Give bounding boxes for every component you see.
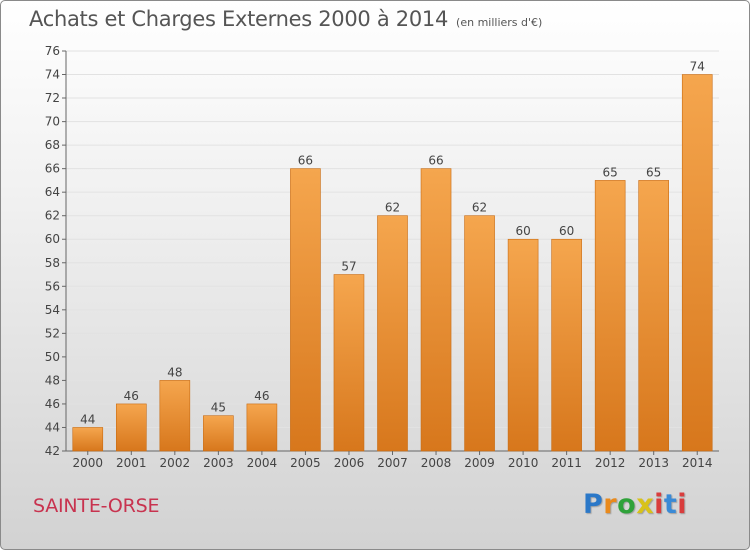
x-tick-label: 2011 xyxy=(551,456,582,470)
proxiti-logo: Proxiti xyxy=(583,489,688,520)
x-tick-label: 2013 xyxy=(638,456,669,470)
bar xyxy=(681,74,713,452)
x-tick-label: 2014 xyxy=(682,456,713,470)
bar xyxy=(159,380,191,452)
y-tick-label: 50 xyxy=(45,350,60,364)
y-tick-label: 52 xyxy=(45,326,60,340)
y-tick-label: 62 xyxy=(45,209,60,223)
bar xyxy=(638,180,670,452)
y-tick-label: 60 xyxy=(45,232,60,246)
data-label: 60 xyxy=(559,224,574,238)
y-tick-label: 64 xyxy=(45,185,60,199)
y-tick-label: 42 xyxy=(45,444,60,458)
data-label: 74 xyxy=(690,60,705,74)
y-tick-label: 72 xyxy=(45,91,60,105)
chart-title-text: Achats et Charges Externes 2000 à 2014 xyxy=(29,7,449,31)
x-tick-label: 2002 xyxy=(160,456,191,470)
x-tick-label: 2001 xyxy=(116,456,147,470)
y-tick-label: 54 xyxy=(45,303,60,317)
data-label: 60 xyxy=(515,224,530,238)
y-tick-label: 56 xyxy=(45,279,60,293)
x-tick-label: 2010 xyxy=(508,456,539,470)
data-label: 46 xyxy=(124,389,139,403)
data-label: 57 xyxy=(341,260,356,274)
bar xyxy=(246,403,278,452)
x-tick-label: 2003 xyxy=(203,456,234,470)
data-label: 62 xyxy=(385,201,400,215)
bars xyxy=(72,74,713,452)
bar xyxy=(594,180,626,452)
data-label: 65 xyxy=(646,165,661,179)
bar xyxy=(551,238,582,452)
data-label: 45 xyxy=(211,401,226,415)
y-tick-label: 76 xyxy=(45,44,60,58)
y-tick-label: 46 xyxy=(45,397,60,411)
x-tick-label: 2006 xyxy=(334,456,365,470)
data-label: 66 xyxy=(298,154,313,168)
data-label: 66 xyxy=(428,154,443,168)
bar xyxy=(420,168,452,452)
y-tick-label: 74 xyxy=(45,68,60,82)
bar xyxy=(333,274,365,452)
data-label: 44 xyxy=(80,412,95,426)
data-label: 46 xyxy=(254,389,269,403)
y-tick-label: 44 xyxy=(45,420,60,434)
bar xyxy=(116,403,147,452)
data-label: 62 xyxy=(472,201,487,215)
chart-title: Achats et Charges Externes 2000 à 2014 (e… xyxy=(29,7,542,31)
chart-unit: (en milliers d'€) xyxy=(456,16,543,29)
data-label: 48 xyxy=(167,365,182,379)
y-tick-label: 48 xyxy=(45,373,60,387)
bar xyxy=(203,415,234,452)
bar xyxy=(72,427,104,452)
x-tick-label: 2009 xyxy=(464,456,495,470)
data-labels: 44 46 48 45 46 66 57 62 66 62 60 60 65 65 74 xyxy=(80,60,705,427)
y-tick-label: 68 xyxy=(45,138,60,152)
x-tick-label: 2007 xyxy=(377,456,408,470)
bar xyxy=(464,215,495,452)
x-tick-label: 2000 xyxy=(72,456,103,470)
y-tick-label: 66 xyxy=(45,162,60,176)
commune-name: SAINTE-ORSE xyxy=(33,495,160,517)
x-tick-labels: 2000 2001 2002 2003 2004 2005 2006 2007 2008 2009… xyxy=(72,451,713,470)
bar xyxy=(377,215,408,452)
bar xyxy=(290,168,321,452)
x-tick-label: 2008 xyxy=(421,456,452,470)
x-tick-label: 2005 xyxy=(290,456,321,470)
y-tick-label: 70 xyxy=(45,115,60,129)
x-tick-label: 2004 xyxy=(247,456,278,470)
bar xyxy=(507,238,539,452)
y-tick-label: 58 xyxy=(45,256,60,270)
y-tick-labels: 42 44 46 48 50 52 54 56 58 60 62 64 66 68 70 72 74 76 xyxy=(45,44,60,458)
x-tick-label: 2012 xyxy=(595,456,626,470)
data-label: 65 xyxy=(603,165,618,179)
